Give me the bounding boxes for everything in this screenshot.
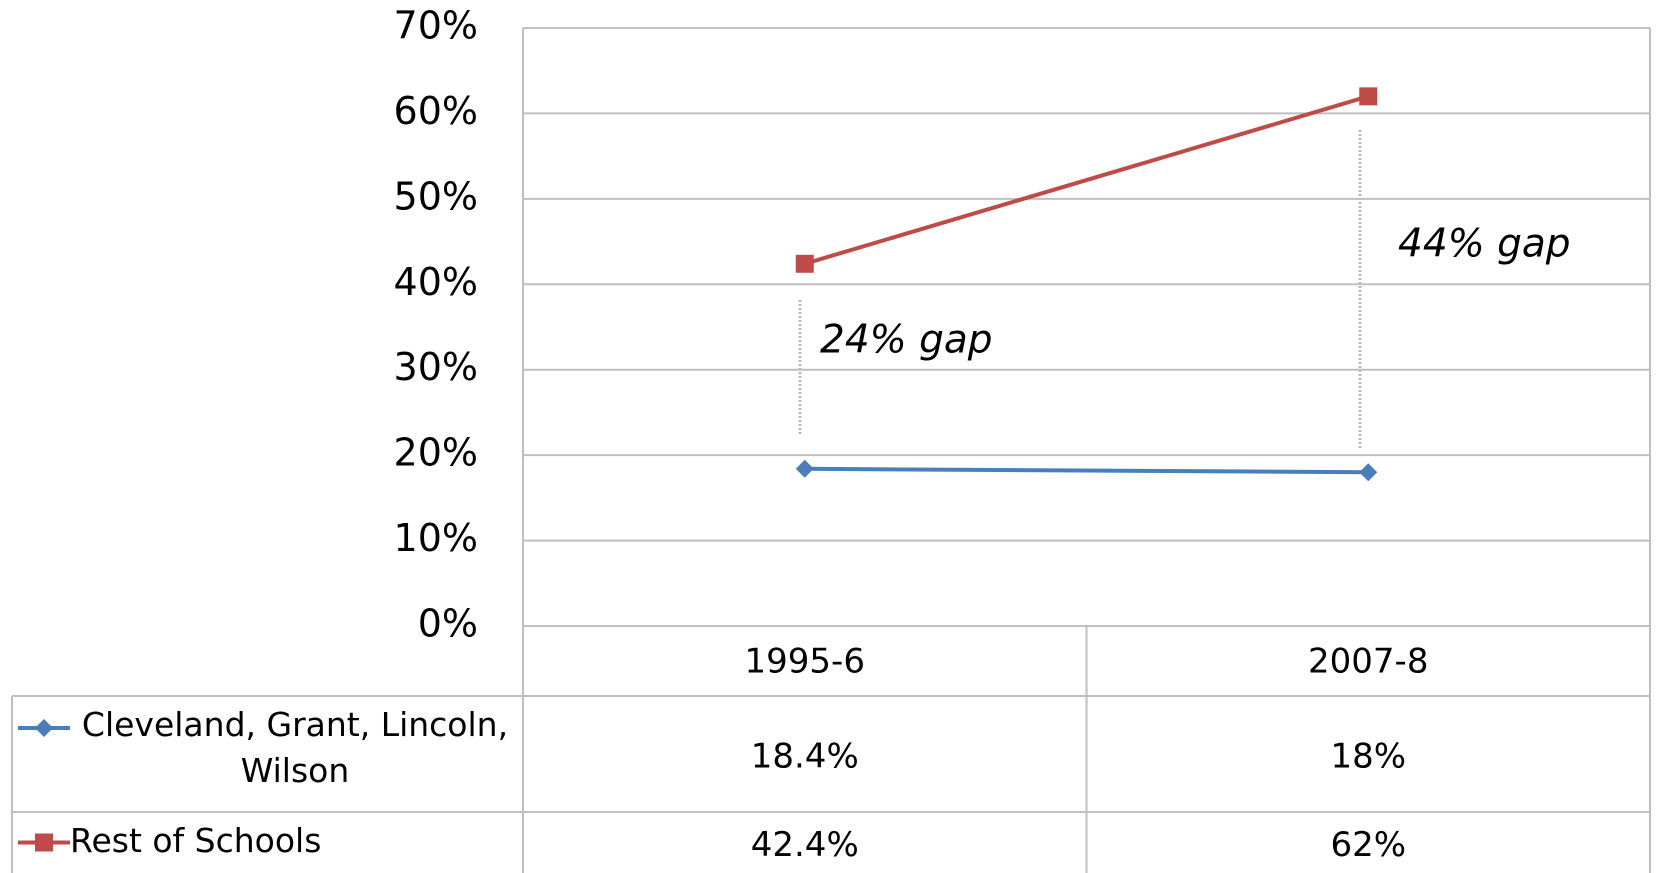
legend-label: Cleveland, Grant, Lincoln, Wilson [81, 705, 509, 790]
x-tick-label: 2007-8 [1308, 642, 1428, 682]
data-label: 18.4% [751, 737, 859, 777]
legend-entry: Rest of Schools [70, 821, 322, 860]
marker [1359, 463, 1378, 482]
marker [795, 459, 814, 478]
legend-marker [35, 833, 53, 852]
legend-marker [35, 719, 53, 737]
legend-entry: Cleveland, Grant, Lincoln, Wilson [81, 705, 509, 790]
layer: 0% 10% 20% 30% 40% 50% 60% 70% 1995-6 2007-8 Cleve… [11, 4, 1651, 873]
y-tick-label: 50% [394, 174, 478, 218]
marker [1359, 87, 1378, 106]
annotation: 44% gap [1398, 222, 1571, 267]
y-tick-label: 20% [394, 431, 478, 475]
series-line [804, 466, 1369, 475]
y-tick-label: 40% [394, 260, 478, 304]
y-tick-label: 10% [394, 516, 478, 560]
data-label: 62% [1330, 825, 1406, 865]
legend-label: Rest of Schools [70, 821, 322, 860]
data-label: 18% [1330, 737, 1406, 777]
y-tick-label: 30% [394, 345, 478, 389]
series-line [804, 94, 1369, 266]
y-tick-label: 60% [394, 89, 478, 133]
y-tick-label: 70% [394, 4, 478, 48]
data-label: 42.4% [751, 825, 859, 865]
marker [795, 254, 814, 273]
x-tick-label: 1995-6 [745, 642, 865, 682]
annotation: 24% gap [820, 318, 993, 363]
y-tick-label: 0% [418, 602, 478, 646]
